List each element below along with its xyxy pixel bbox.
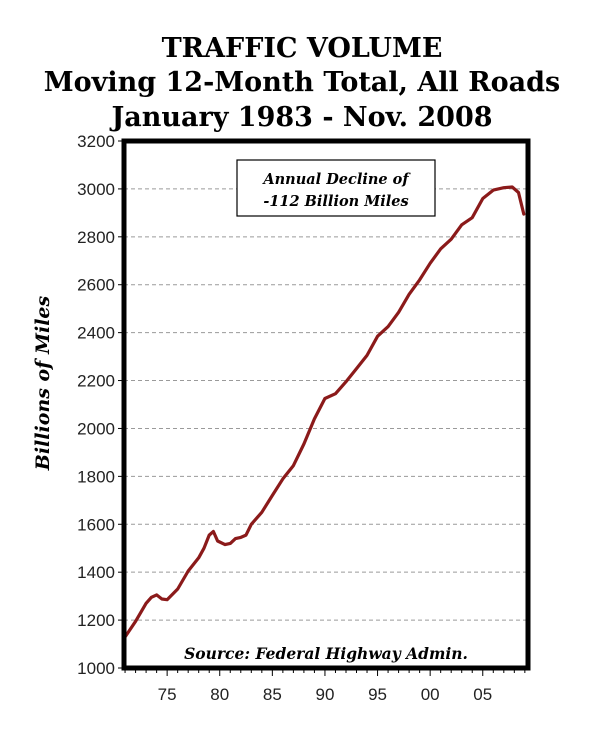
x-tick-label: 00 (421, 685, 440, 704)
y-tick-label: 2600 (77, 276, 115, 295)
x-tick-label: 90 (315, 685, 334, 704)
x-tick-label: 05 (473, 685, 492, 704)
y-tick-label: 1200 (77, 611, 115, 630)
y-tick-label: 1000 (77, 659, 115, 678)
x-axis-ticks: 75 80 85 90 95 00 05 (124, 668, 526, 704)
x-tick-label: 95 (368, 685, 387, 704)
y-tick-label: 3200 (77, 132, 115, 151)
x-tick-label: 80 (210, 685, 229, 704)
annotation-frame (236, 159, 436, 217)
annotation-line-2: -112 Billion Miles (263, 193, 408, 210)
x-tick-label: 75 (158, 685, 177, 704)
traffic-volume-line (123, 185, 526, 639)
y-axis-ticks: 1000 1200 1400 1600 1800 2000 2200 2400 2600 2800… (77, 132, 124, 678)
y-tick-label: 1400 (77, 563, 115, 582)
chart-subtitle-line-1: Moving 12-Month Total, All Roads (43, 67, 561, 98)
y-tick-label: 2000 (77, 419, 115, 438)
y-tick-label: 2400 (77, 324, 115, 343)
y-tick-label: 1800 (77, 467, 115, 486)
source-note: Source: Federal Highway Admin. (184, 644, 468, 663)
y-tick-label: 1600 (77, 515, 115, 534)
y-tick-label: 2200 (77, 372, 115, 391)
chart-subtitle-line-2: January 1983 - Nov. 2008 (111, 102, 493, 133)
annotation-line-1: Annual Decline of (261, 171, 411, 188)
x-tick-label: 85 (263, 685, 282, 704)
chart-title: TRAFFIC VOLUME (161, 33, 443, 64)
plot-frame (121, 138, 531, 671)
annotation-box: Annual Decline of -112 Billion Miles (236, 159, 436, 217)
y-tick-label: 2800 (77, 228, 115, 247)
grid-lines (124, 188, 528, 621)
y-tick-label: 3000 (77, 180, 115, 199)
